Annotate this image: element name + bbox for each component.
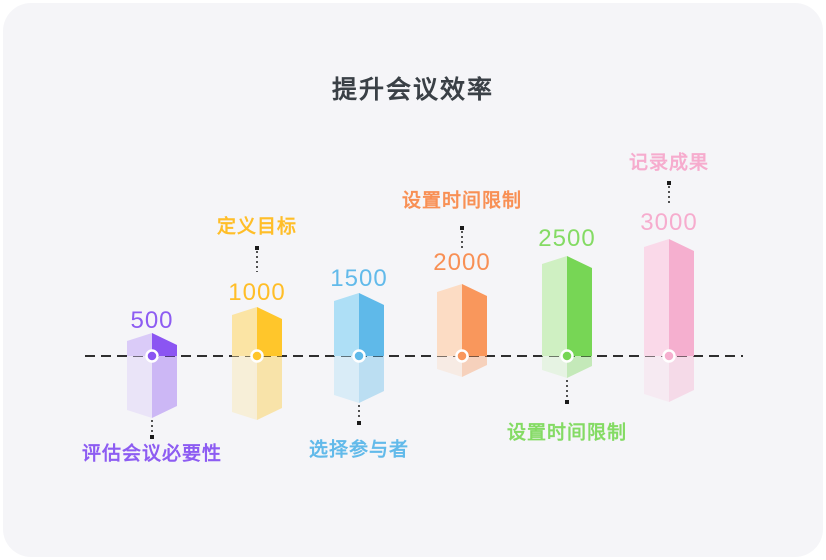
axis-dot — [560, 349, 574, 363]
category-label: 设置时间限制 — [401, 190, 523, 212]
bar-6-above — [644, 239, 694, 356]
value-label: 1500 — [330, 265, 388, 292]
bar-4-below — [437, 356, 487, 377]
bar-left-face-faded — [334, 356, 359, 403]
value-label: 1000 — [228, 279, 286, 306]
bar-left-face-faded — [232, 356, 257, 420]
chart-title: 提升会议效率 — [331, 76, 494, 104]
bar-left-face-faded — [437, 356, 462, 377]
value-label: 2000 — [433, 249, 491, 276]
bar-left-face-faded — [644, 356, 669, 402]
value-label: 3000 — [640, 209, 698, 236]
bar-right-face-faded — [669, 356, 694, 402]
bar-right-face-faded — [567, 356, 592, 378]
bar-3-below — [334, 356, 384, 403]
bar-right-face-faded — [257, 356, 282, 420]
connector-endpoint — [255, 246, 259, 250]
bar-left-face — [437, 284, 462, 356]
axis-dot — [352, 349, 366, 363]
connector-endpoint — [150, 435, 154, 439]
bar-left-face-faded — [542, 356, 567, 378]
axis-dot — [250, 349, 264, 363]
bar-right-face — [669, 239, 694, 356]
bar-right-face-faded — [152, 356, 177, 418]
bar-left-face — [644, 239, 669, 356]
bar-2-below — [232, 356, 282, 420]
bar-left-face — [334, 293, 359, 356]
bar-right-face — [567, 256, 592, 356]
bar-4-above — [437, 284, 487, 356]
connector-endpoint — [667, 181, 671, 185]
bar-left-face — [542, 256, 567, 356]
bar-right-face — [462, 284, 487, 356]
bar-right-face-faded — [359, 356, 384, 403]
axis-dot — [145, 349, 159, 363]
bar-left-face — [232, 307, 257, 356]
bar-right-face — [359, 293, 384, 356]
bar-1-above — [127, 333, 177, 356]
bar-1-below — [127, 356, 177, 418]
connectors-layer — [150, 181, 671, 439]
category-label: 记录成果 — [628, 152, 710, 174]
category-label: 定义目标 — [216, 216, 298, 238]
connector-endpoint — [357, 421, 361, 425]
bar-left-face-faded — [127, 356, 152, 418]
axis-dots-layer — [145, 349, 676, 363]
bar-right-face-faded — [462, 356, 487, 377]
category-label: 选择参与者 — [308, 439, 410, 461]
bar-left-face — [127, 333, 152, 356]
bar-right-face — [257, 307, 282, 356]
bars-layer — [127, 239, 694, 420]
category-label: 评估会议必要性 — [81, 443, 223, 465]
bar-5-above — [542, 256, 592, 356]
bar-5-below — [542, 356, 592, 378]
axis-dot — [455, 349, 469, 363]
category-label: 设置时间限制 — [506, 422, 628, 444]
bar-3-above — [334, 293, 384, 356]
axis-dot — [662, 349, 676, 363]
value-label: 500 — [130, 307, 174, 334]
value-label: 2500 — [538, 225, 596, 252]
bar-right-face — [152, 333, 177, 356]
bar-6-below — [644, 356, 694, 402]
connector-endpoint — [565, 400, 569, 404]
connector-endpoint — [460, 226, 464, 230]
bar-2-above — [232, 307, 282, 356]
